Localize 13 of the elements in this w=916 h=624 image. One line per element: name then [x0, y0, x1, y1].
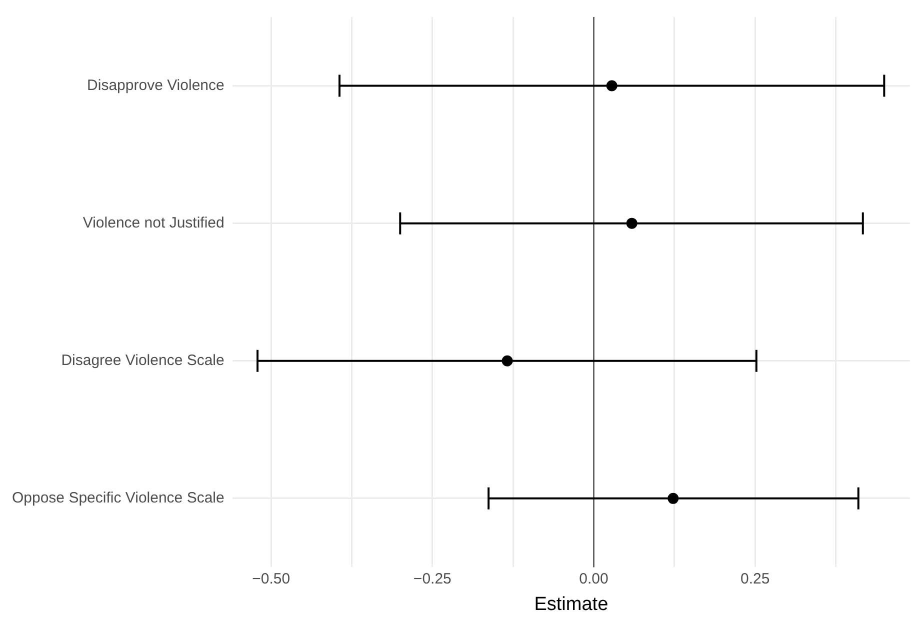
point	[502, 355, 513, 366]
x-tick-label: 0.00	[579, 570, 608, 588]
x-tick-label: −0.50	[252, 570, 290, 588]
point	[606, 80, 618, 92]
point	[626, 218, 638, 229]
x-tick-label: −0.25	[413, 570, 452, 588]
y-tick-label: Oppose Specific Violence Scale	[12, 490, 224, 507]
x-tick-label: 0.25	[740, 570, 770, 588]
point	[668, 492, 679, 504]
y-tick-label: Violence not Justified	[82, 214, 224, 232]
y-tick-label: Disagree Violence Scale	[61, 352, 224, 370]
x-axis-title: Estimate	[534, 594, 608, 615]
y-tick-label: Disapprove Violence	[87, 76, 224, 94]
